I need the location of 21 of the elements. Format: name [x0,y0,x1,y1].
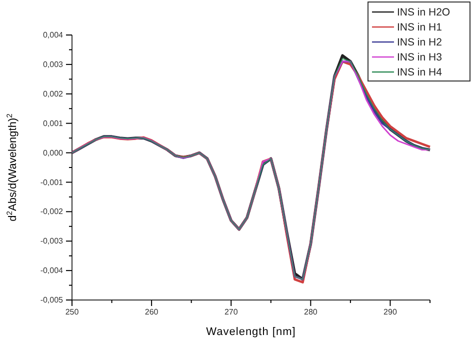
y-tick-label: -0,001 [40,178,64,187]
y-tick-label: 0,004 [42,30,64,40]
legend-label: INS in H4 [397,66,442,79]
legend-label: INS in H3 [397,52,442,64]
x-tick-label: 290 [384,308,398,317]
y-tick-label: -0,002 [40,207,64,216]
y-tick-label: 0,002 [42,89,64,98]
y-tick-label: -0,005 [40,296,64,305]
y-tick-label: -0,003 [40,236,64,246]
y-tick-label: 0,003 [42,60,64,70]
legend-label: INS in H1 [397,22,442,34]
y-tick-label: 0,001 [42,118,64,128]
y-tick-label: -0,004 [40,266,64,276]
legend-label: INS in H2O [397,6,450,19]
x-axis-title: Wavelength [nm] [206,326,296,338]
x-tick-label: 260 [144,308,159,317]
x-tick-label: 250 [65,308,80,317]
x-tick-label: 270 [224,308,238,317]
y-tick-label: 0,000 [42,148,64,158]
x-tick-label: 280 [304,308,318,317]
legend-label: INS in H2 [397,36,442,49]
